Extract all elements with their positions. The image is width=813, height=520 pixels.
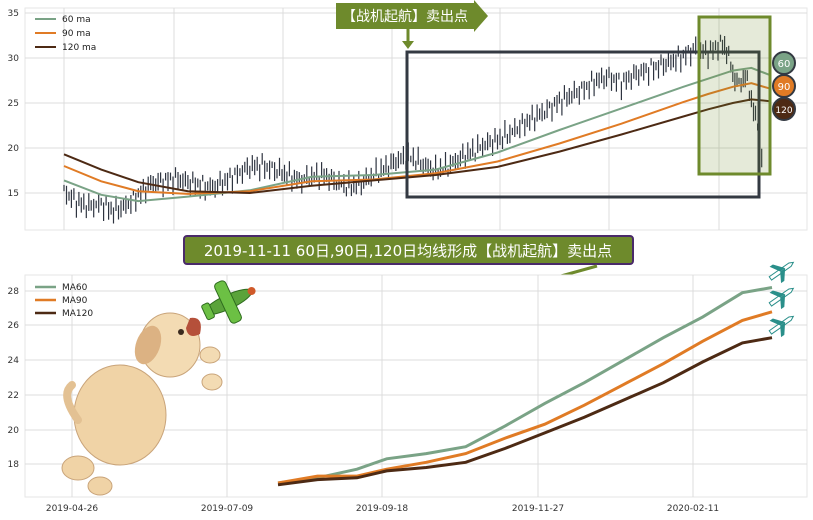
x-tick-4: 2020-02-11 bbox=[667, 504, 719, 514]
legend-60ma: 60 ma bbox=[62, 15, 91, 25]
y2-tick-22: 22 bbox=[8, 391, 19, 401]
jet-icon bbox=[768, 315, 795, 338]
ma60-line-top bbox=[63, 66, 771, 203]
legend-120ma: 120 ma bbox=[62, 43, 96, 53]
badge-60-label: 60 bbox=[778, 59, 791, 70]
toy-plane-icon bbox=[201, 280, 256, 324]
top-banner-text: 【战机起航】卖出点 bbox=[342, 9, 468, 25]
legend-ma60: MA60 bbox=[62, 283, 88, 293]
x-tick-0: 2019-04-26 bbox=[46, 504, 99, 514]
badge-120: 120 bbox=[772, 97, 796, 121]
ma90-line-bottom bbox=[277, 310, 773, 485]
y-tick-30: 30 bbox=[8, 54, 20, 64]
y-tick-25: 25 bbox=[8, 99, 19, 109]
badge-60: 60 bbox=[772, 51, 796, 75]
jet-icon bbox=[768, 261, 795, 284]
ma90-line-top bbox=[63, 82, 771, 195]
y-tick-35: 35 bbox=[8, 9, 19, 19]
ma120-line-top bbox=[63, 98, 771, 195]
y2-tick-20: 20 bbox=[8, 426, 20, 436]
top-legend: 60 ma 90 ma 120 ma bbox=[35, 15, 96, 53]
top-chart: 15 20 25 30 35 60 ma 90 ma 120 ma 【战机起航】… bbox=[8, 0, 808, 231]
y2-tick-18: 18 bbox=[8, 460, 20, 470]
y-tick-20: 20 bbox=[8, 144, 20, 154]
puppy-illustration bbox=[61, 312, 223, 496]
badge-120-label: 120 bbox=[775, 106, 792, 116]
ma120-line-bottom bbox=[277, 336, 773, 487]
ma60-line-bottom bbox=[277, 286, 773, 485]
top-banner: 【战机起航】卖出点 bbox=[336, 0, 488, 32]
bottom-chart: 18 20 22 24 26 28 2019-04-26 2019-07-09 … bbox=[8, 261, 808, 514]
x-tick-2: 2019-09-18 bbox=[356, 504, 409, 514]
top-gridlines bbox=[25, 8, 807, 230]
legend-ma120: MA120 bbox=[62, 309, 93, 319]
badge-90: 90 bbox=[772, 74, 796, 98]
bottom-plot-area bbox=[24, 274, 808, 498]
y2-tick-26: 26 bbox=[8, 321, 20, 331]
jet-icon bbox=[768, 287, 795, 310]
legend-90ma: 90 ma bbox=[62, 29, 91, 39]
highlight-box bbox=[697, 15, 772, 176]
bottom-legend: MA60 MA90 MA120 bbox=[35, 283, 93, 319]
zoom-box bbox=[405, 50, 761, 199]
y2-tick-24: 24 bbox=[8, 356, 20, 366]
y-tick-15: 15 bbox=[8, 189, 19, 199]
x-tick-3: 2019-11-27 bbox=[512, 504, 564, 514]
legend-ma90: MA90 bbox=[62, 296, 88, 306]
down-arrow bbox=[402, 29, 414, 49]
x-tick-1: 2019-07-09 bbox=[201, 504, 254, 514]
y2-tick-28: 28 bbox=[8, 287, 20, 297]
mid-banner-text: 2019-11-11 60日,90日,120日均线形成【战机起航】卖出点 bbox=[204, 242, 612, 260]
mid-banner: 2019-11-11 60日,90日,120日均线形成【战机起航】卖出点 bbox=[183, 235, 634, 265]
badge-90-label: 90 bbox=[778, 82, 791, 93]
